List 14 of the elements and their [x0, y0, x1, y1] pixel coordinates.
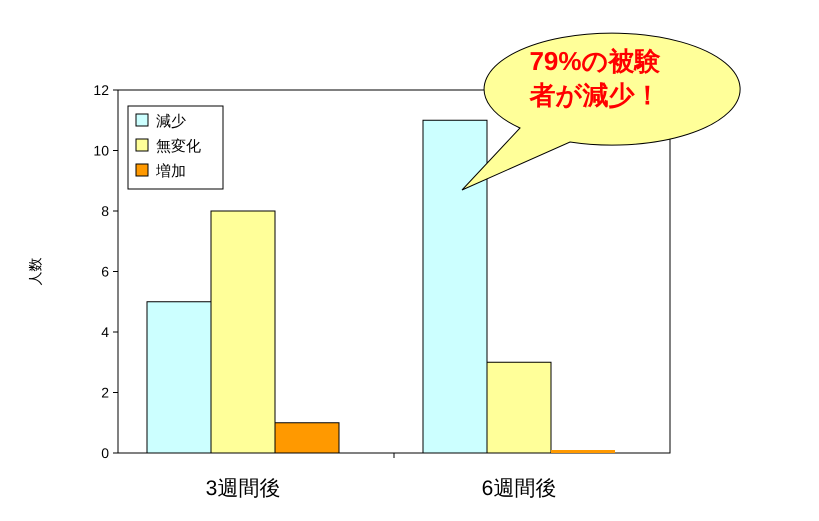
legend-label: 減少	[156, 113, 186, 130]
y-tick-label: 2	[101, 384, 110, 400]
y-tick-label: 6	[101, 264, 110, 280]
y-tick-label: 12	[93, 82, 110, 98]
y-tick-label: 8	[101, 203, 110, 219]
x-tick-label: 6週間後	[482, 477, 556, 500]
y-axis-title: 人数	[27, 258, 43, 286]
y-tick-label: 4	[101, 324, 110, 340]
y-tick-label: 0	[101, 445, 110, 461]
x-tick-label: 3週間後	[206, 477, 280, 500]
y-tick-label: 10	[93, 142, 110, 158]
annotation: 79%の被験者が減少！	[528, 46, 662, 110]
legend-label: 無変化	[156, 138, 201, 155]
legend-label: 増加	[155, 163, 186, 180]
